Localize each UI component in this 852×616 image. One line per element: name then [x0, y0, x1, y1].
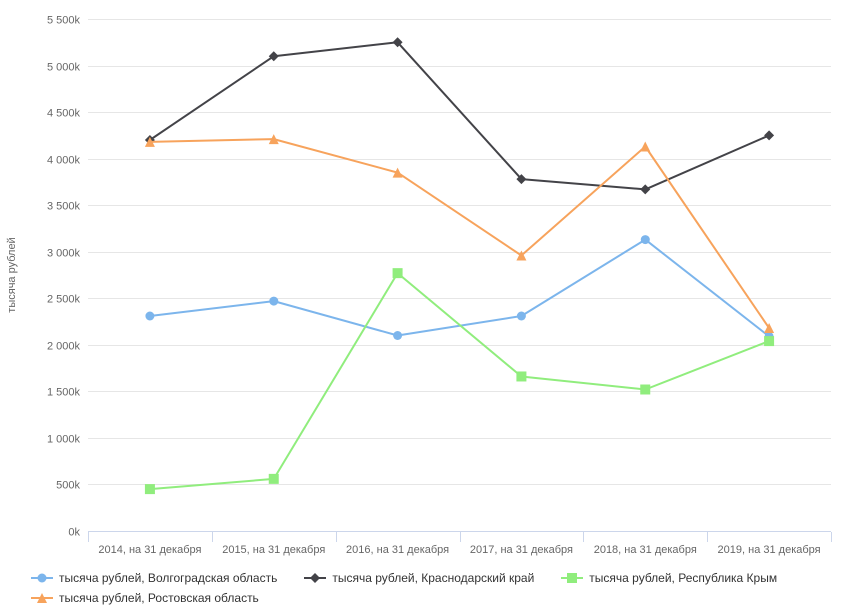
y-tick-label: 1 000k [47, 434, 81, 446]
diamond-legend-marker-icon [304, 573, 327, 583]
y-tick-label: 4 000k [47, 155, 81, 167]
data-point-triangle-marker [268, 134, 279, 145]
legend-label: тысяча рублей, Волгоградская область [59, 571, 278, 585]
legend-label: тысяча рублей, Ростовская область [59, 591, 259, 605]
legend: тысяча рублей, Волгоградская область тыся… [30, 568, 840, 608]
data-point-circle-marker [516, 311, 526, 321]
legend-item-series-3[interactable]: тысяча рублей, Ростовская область [30, 588, 259, 608]
x-category-label: 2019, на 31 декабря [718, 544, 821, 556]
data-point-square-marker [392, 268, 403, 279]
data-point-diamond-marker [392, 37, 403, 48]
series-line-2 [148, 272, 771, 491]
data-point-triangle-marker [392, 167, 403, 178]
x-category-label: 2014, на 31 декабря [98, 544, 201, 556]
y-axis-title: тысяча рублей [6, 237, 18, 312]
data-point-circle-marker [269, 296, 279, 306]
circle-legend-marker-icon [31, 573, 53, 583]
data-point-square-marker [516, 371, 527, 382]
data-point-circle-marker [393, 331, 403, 340]
data-point-circle-marker [640, 235, 650, 245]
x-category-label: 2015, на 31 декабря [222, 544, 325, 556]
chart-plot-area: 0k 500k 1 000k 1 500k 2 000k 2 500k 3 000k 3 50… [6, 15, 832, 556]
legend-item-series-1[interactable]: тысяча рублей, Краснодарский край [303, 568, 534, 588]
data-point-diamond-marker [640, 184, 651, 195]
y-tick-label: 0k [68, 527, 80, 539]
legend-label: тысяча рублей, Краснодарский край [332, 571, 535, 585]
data-point-circle-marker [145, 311, 155, 321]
data-point-square-marker [764, 336, 775, 347]
y-tick-label: 1 500k [47, 387, 81, 399]
series-line-1 [148, 41, 771, 191]
y-tick-label: 5 000k [47, 62, 81, 74]
x-category-label: 2016, на 31 декабря [346, 544, 449, 556]
data-point-triangle-marker [640, 141, 651, 152]
data-point-diamond-marker [764, 130, 775, 141]
data-point-square-marker [640, 384, 651, 395]
series-line-3 [148, 138, 771, 330]
square-legend-marker-icon [561, 573, 584, 583]
data-point-triangle-marker [516, 250, 527, 261]
y-tick-label: 4 500k [47, 108, 81, 120]
y-tick-label: 2 000k [47, 341, 81, 353]
data-point-triangle-marker [764, 323, 775, 334]
y-tick-label: 2 500k [47, 294, 81, 306]
data-point-triangle-marker [144, 136, 155, 147]
y-tick-label: 3 500k [47, 201, 81, 213]
data-point-diamond-marker [268, 51, 279, 62]
legend-label: тысяча рублей, Республика Крым [589, 571, 778, 585]
x-category-label: 2017, на 31 декабря [470, 544, 573, 556]
y-tick-label: 500k [56, 480, 80, 492]
y-tick-label: 3 000k [47, 248, 81, 260]
data-point-diamond-marker [516, 174, 527, 185]
data-point-square-marker [268, 473, 279, 484]
series-line-0 [148, 238, 771, 338]
x-category-label: 2018, на 31 декабря [594, 544, 697, 556]
legend-item-series-0[interactable]: тысяча рублей, Волгоградская область [30, 568, 277, 588]
triangle-legend-marker-icon [31, 593, 53, 603]
data-point-square-marker [144, 484, 155, 495]
y-tick-label: 5 500k [47, 15, 81, 27]
legend-item-series-2[interactable]: тысяча рублей, Республика Крым [560, 568, 777, 588]
